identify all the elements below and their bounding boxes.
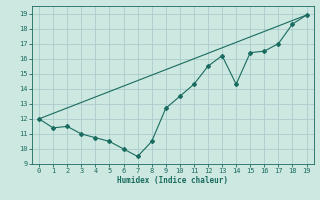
X-axis label: Humidex (Indice chaleur): Humidex (Indice chaleur) [117,176,228,185]
